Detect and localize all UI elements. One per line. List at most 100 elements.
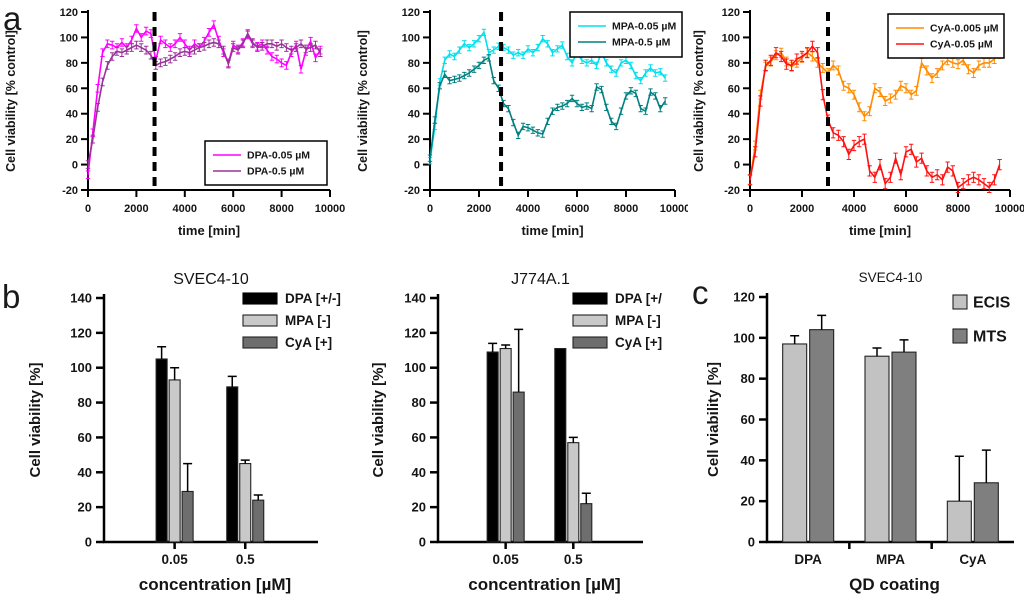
svg-text:140: 140 xyxy=(70,291,92,306)
svg-text:-20: -20 xyxy=(724,185,740,197)
svg-text:10000: 10000 xyxy=(995,203,1024,215)
svg-text:60: 60 xyxy=(728,83,740,95)
panel-label-c: c xyxy=(692,274,709,311)
svg-text:100: 100 xyxy=(70,360,92,375)
svg-text:0: 0 xyxy=(72,160,78,172)
svg-text:0: 0 xyxy=(427,203,433,215)
svg-text:40: 40 xyxy=(408,109,420,121)
svg-text:120: 120 xyxy=(404,325,426,340)
svg-text:120: 120 xyxy=(402,7,420,19)
svg-text:CyA-0.005 µM: CyA-0.005 µM xyxy=(930,23,999,35)
svg-text:8000: 8000 xyxy=(269,203,293,215)
svg-text:0.05: 0.05 xyxy=(493,552,520,567)
svg-text:6000: 6000 xyxy=(221,203,245,215)
svg-text:4000: 4000 xyxy=(516,203,540,215)
svg-text:time [min]: time [min] xyxy=(521,223,583,238)
svg-text:Cell viability [% control]: Cell viability [% control] xyxy=(4,30,18,172)
svg-text:0: 0 xyxy=(734,160,740,172)
svg-text:0: 0 xyxy=(85,203,91,215)
line-chart-cya-viability: -20 0 20 40 60 80 100 120 0 2000 4000 6000 8000 10000… xyxy=(692,7,1024,238)
svg-text:20: 20 xyxy=(728,134,740,146)
svg-text:QD coating: QD coating xyxy=(849,575,940,594)
svg-text:2000: 2000 xyxy=(467,203,491,215)
svg-text:40: 40 xyxy=(412,465,426,480)
svg-text:120: 120 xyxy=(60,7,78,19)
svg-text:CyA-0.05 µM: CyA-0.05 µM xyxy=(930,39,993,51)
svg-text:60: 60 xyxy=(66,83,78,95)
svg-text:40: 40 xyxy=(66,109,78,121)
svg-text:0.05: 0.05 xyxy=(161,552,188,567)
svg-text:100: 100 xyxy=(404,360,426,375)
svg-text:120: 120 xyxy=(722,7,740,19)
svg-text:DPA-0.5 µM: DPA-0.5 µM xyxy=(247,166,304,178)
svg-text:0: 0 xyxy=(85,535,92,550)
svg-text:20: 20 xyxy=(741,494,755,509)
svg-text:60: 60 xyxy=(408,83,420,95)
svg-text:0: 0 xyxy=(419,535,426,550)
svg-text:DPA [+/: DPA [+/ xyxy=(615,291,662,306)
svg-text:40: 40 xyxy=(728,109,740,121)
svg-text:40: 40 xyxy=(741,453,755,468)
svg-text:120: 120 xyxy=(733,290,755,305)
svg-text:100: 100 xyxy=(722,32,740,44)
svg-text:CyA: CyA xyxy=(959,552,986,567)
svg-text:2000: 2000 xyxy=(124,203,148,215)
svg-text:20: 20 xyxy=(412,500,426,515)
svg-text:4000: 4000 xyxy=(842,203,866,215)
svg-text:80: 80 xyxy=(728,58,740,70)
svg-text:60: 60 xyxy=(741,412,755,427)
svg-text:0: 0 xyxy=(748,535,755,550)
line-chart-dpa-viability: -20 0 20 40 60 80 100 120 0 2000 4000 6000 8000 10000… xyxy=(4,7,346,238)
svg-text:-20: -20 xyxy=(62,185,78,197)
svg-text:-20: -20 xyxy=(404,185,420,197)
svg-text:100: 100 xyxy=(402,32,420,44)
svg-text:60: 60 xyxy=(78,430,92,445)
bar-chart-j774a1-concentration: J774A.1 0 20 40 60 80 100 120 140 Cell viability … xyxy=(370,271,662,594)
svg-text:SVEC4-10: SVEC4-10 xyxy=(173,271,249,288)
svg-text:Cell viability [% control]: Cell viability [% control] xyxy=(692,30,706,172)
svg-text:J774A.1: J774A.1 xyxy=(511,271,570,288)
svg-text:6000: 6000 xyxy=(894,203,918,215)
svg-text:concentration [µM]: concentration [µM] xyxy=(139,575,291,594)
svg-text:DPA-0.05 µM: DPA-0.05 µM xyxy=(247,150,310,162)
bar-chart-svec4-10-concentration: SVEC4-10 0 20 40 60 80 100 120 140 Cell viability… xyxy=(27,271,341,594)
svg-text:MPA: MPA xyxy=(876,552,905,567)
svg-text:8000: 8000 xyxy=(614,203,638,215)
panel-label-b: b xyxy=(2,278,21,315)
svg-text:80: 80 xyxy=(408,58,420,70)
svg-text:6000: 6000 xyxy=(565,203,589,215)
svg-text:0.5: 0.5 xyxy=(564,552,583,567)
svg-text:CyA [+]: CyA [+] xyxy=(615,335,662,350)
svg-text:2000: 2000 xyxy=(790,203,814,215)
svg-text:4000: 4000 xyxy=(173,203,197,215)
bar-chart-ecis-vs-mts: SVEC4-10 0 20 40 60 80 100 120 Cell viability [%… xyxy=(705,270,1014,594)
svg-text:Cell viability [%]: Cell viability [%] xyxy=(370,362,387,477)
svg-text:Cell viability [%]: Cell viability [%] xyxy=(705,362,722,477)
svg-text:concentration [µM]: concentration [µM] xyxy=(468,575,620,594)
svg-text:MPA-0.5 µM: MPA-0.5 µM xyxy=(612,37,671,49)
svg-text:0: 0 xyxy=(747,203,753,215)
svg-text:10000: 10000 xyxy=(660,203,688,215)
svg-text:80: 80 xyxy=(78,395,92,410)
svg-text:140: 140 xyxy=(404,291,426,306)
svg-text:MPA-0.05 µM: MPA-0.05 µM xyxy=(612,21,676,33)
svg-text:MPA [-]: MPA [-] xyxy=(285,313,331,328)
svg-text:20: 20 xyxy=(78,500,92,515)
svg-text:80: 80 xyxy=(66,58,78,70)
svg-text:CyA [+]: CyA [+] xyxy=(285,335,332,350)
svg-text:0.5: 0.5 xyxy=(236,552,255,567)
svg-text:40: 40 xyxy=(78,465,92,480)
svg-text:80: 80 xyxy=(412,395,426,410)
svg-text:Cell viability [%]: Cell viability [%] xyxy=(27,362,44,477)
svg-text:80: 80 xyxy=(741,371,755,386)
svg-text:SVEC4-10: SVEC4-10 xyxy=(859,270,923,285)
svg-text:time [min]: time [min] xyxy=(178,223,240,238)
svg-text:DPA: DPA xyxy=(794,552,822,567)
svg-text:MPA [-]: MPA [-] xyxy=(615,313,661,328)
svg-text:10000: 10000 xyxy=(315,203,346,215)
svg-text:100: 100 xyxy=(60,32,78,44)
svg-text:100: 100 xyxy=(733,330,755,345)
svg-text:20: 20 xyxy=(66,134,78,146)
line-chart-mpa-viability: -20 0 20 40 60 80 100 120 0 2000 4000 6000 8000 10000… xyxy=(356,7,688,238)
